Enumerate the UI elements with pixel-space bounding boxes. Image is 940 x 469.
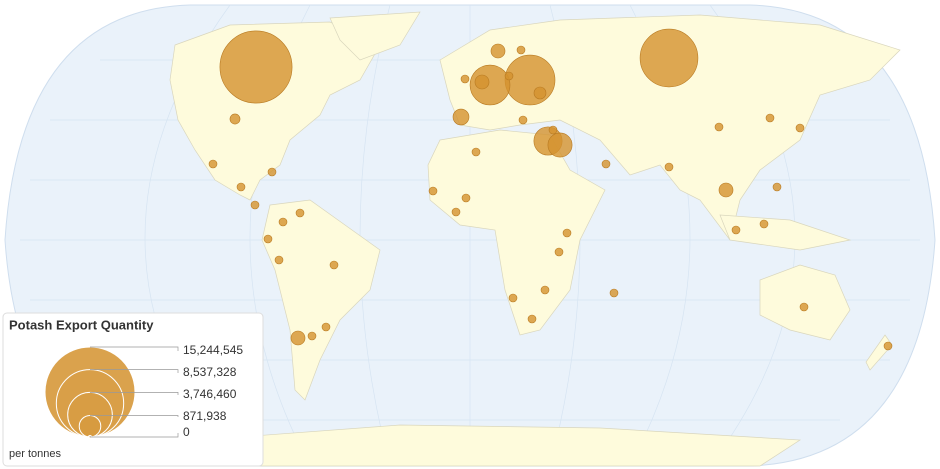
bubble bbox=[219, 30, 293, 104]
bubble bbox=[307, 331, 317, 341]
bubble bbox=[229, 113, 241, 125]
legend-leader bbox=[90, 415, 179, 417]
legend-unit: per tonnes bbox=[9, 448, 61, 460]
bubble bbox=[714, 122, 724, 132]
bubble bbox=[562, 228, 572, 238]
bubble bbox=[474, 74, 490, 90]
bubble bbox=[236, 182, 246, 192]
bubble bbox=[267, 167, 277, 177]
bubble bbox=[428, 186, 438, 196]
legend-leader bbox=[90, 346, 179, 351]
bubble bbox=[765, 113, 775, 123]
bubble bbox=[609, 288, 619, 298]
bubble bbox=[518, 115, 528, 125]
bubble bbox=[490, 43, 506, 59]
bubble bbox=[527, 314, 537, 324]
bubble bbox=[295, 208, 305, 218]
bubble bbox=[329, 260, 339, 270]
legend-label: 3,746,460 bbox=[183, 387, 237, 401]
bubble bbox=[278, 217, 288, 227]
greenland bbox=[329, 11, 421, 61]
bubble bbox=[504, 71, 514, 81]
bubble bbox=[548, 125, 558, 135]
bubble bbox=[540, 285, 550, 295]
bubbles bbox=[208, 28, 893, 351]
legend-label: 0 bbox=[183, 425, 190, 439]
bubble bbox=[533, 86, 547, 100]
bubble bbox=[639, 28, 699, 88]
bubble bbox=[471, 147, 481, 157]
bubble bbox=[759, 219, 769, 229]
legend-label: 15,244,545 bbox=[183, 343, 243, 357]
bubble bbox=[772, 182, 782, 192]
bubble bbox=[274, 255, 284, 265]
bubble bbox=[508, 293, 518, 303]
bubble bbox=[547, 132, 573, 158]
bubble bbox=[601, 159, 611, 169]
legend-title: Potash Export Quantity bbox=[9, 317, 154, 332]
bubble bbox=[795, 123, 805, 133]
bubble bbox=[290, 330, 306, 346]
australia bbox=[759, 264, 851, 341]
bubble bbox=[208, 159, 218, 169]
bubble bbox=[461, 193, 471, 203]
bubble bbox=[460, 74, 470, 84]
bubble bbox=[883, 341, 893, 351]
legend-leader bbox=[90, 369, 179, 373]
indonesia bbox=[719, 214, 852, 251]
bubble bbox=[799, 302, 809, 312]
bubble bbox=[263, 234, 273, 244]
bubble bbox=[664, 162, 674, 172]
legend-leader bbox=[90, 433, 179, 438]
bubble bbox=[554, 247, 564, 257]
bubble bbox=[250, 200, 260, 210]
bubble bbox=[504, 54, 556, 106]
south-america bbox=[261, 199, 381, 401]
legend-label: 8,537,328 bbox=[183, 365, 237, 379]
bubble bbox=[516, 45, 526, 55]
legend-leader bbox=[90, 392, 179, 395]
bubble bbox=[718, 182, 734, 198]
legend-bubble bbox=[78, 414, 102, 438]
bubble bbox=[321, 322, 331, 332]
legend-label: 871,938 bbox=[183, 409, 227, 423]
bubble bbox=[451, 207, 461, 217]
legend: Potash Export Quantity per tonnes 15,244… bbox=[2, 312, 264, 467]
bubble bbox=[731, 225, 741, 235]
bubble bbox=[452, 108, 470, 126]
